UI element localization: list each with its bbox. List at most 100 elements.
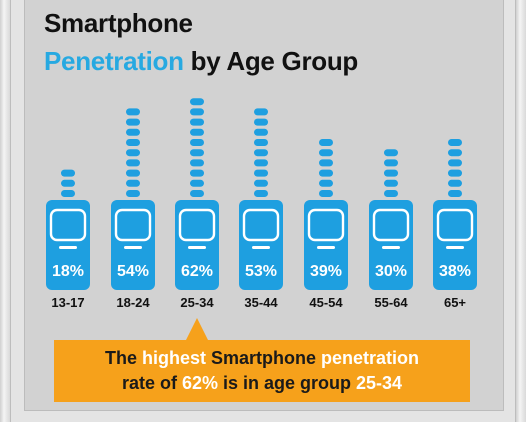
- category-label: 35-44: [244, 295, 278, 310]
- signal-segment: [319, 139, 333, 146]
- phone-screen: [114, 208, 152, 242]
- title-highlight: Penetration: [44, 46, 184, 76]
- callout-line-1-segment: penetration: [321, 348, 420, 368]
- signal-segment: [319, 190, 333, 197]
- signal-segment: [254, 128, 268, 136]
- signal-segment: [448, 179, 462, 187]
- value-label: 39%: [310, 263, 342, 280]
- signal-segment: [384, 179, 398, 187]
- signal-segment: [384, 159, 398, 167]
- signal-segment: [126, 118, 140, 126]
- device-frame-left: [0, 0, 11, 422]
- signal-segment: [126, 179, 140, 187]
- signal-segment: [254, 179, 268, 187]
- signal-segment: [254, 108, 268, 116]
- device-frame-right: [515, 0, 526, 422]
- phone-screen: [372, 208, 410, 242]
- title-rest: by Age Group: [190, 46, 359, 76]
- phone-bar: [175, 200, 219, 290]
- callout-line-2-segment: is in age group: [217, 373, 356, 393]
- signal-segment: [126, 139, 140, 146]
- signal-segment: [61, 179, 75, 187]
- signal-segment: [254, 169, 268, 177]
- phone-screen: [178, 208, 216, 242]
- signal-segment: [61, 169, 75, 177]
- category-label: 18-24: [116, 295, 150, 310]
- signal-segment: [190, 118, 204, 126]
- title-line-1: Smartphone: [44, 8, 193, 38]
- phone-handset: [446, 246, 464, 249]
- phone-handset: [382, 246, 400, 249]
- callout-line-1-segment: highest: [141, 348, 206, 368]
- signal-segment: [190, 128, 204, 136]
- value-label: 53%: [245, 263, 277, 280]
- value-label: 18%: [52, 263, 84, 280]
- signal-segment: [254, 118, 268, 126]
- signal-segment: [190, 98, 204, 106]
- phone-handset: [252, 246, 270, 249]
- signal-segment: [126, 149, 140, 157]
- callout-box: The highest Smartphone penetration rate …: [54, 340, 470, 402]
- signal-segment: [190, 108, 204, 116]
- signal-segment: [448, 190, 462, 197]
- phone-bar: [433, 200, 477, 290]
- signal-segment: [126, 159, 140, 167]
- phone-bar: [46, 200, 90, 290]
- title-line-2: Penetration by Age Group: [44, 46, 358, 77]
- signal-segment: [254, 159, 268, 167]
- signal-segment: [448, 149, 462, 157]
- value-label: 30%: [375, 263, 407, 280]
- signal-segment: [384, 149, 398, 157]
- phone-handset: [124, 246, 142, 249]
- category-label: 25-34: [180, 295, 214, 310]
- signal-segment: [319, 159, 333, 167]
- callout-line-2-segment: rate of: [121, 373, 182, 393]
- phone-screen: [49, 208, 87, 242]
- callout-line-1: The highest Smartphone penetration: [105, 346, 419, 371]
- signal-segment: [448, 139, 462, 146]
- category-label: 65+: [444, 295, 466, 310]
- signal-segment: [319, 149, 333, 157]
- value-label: 62%: [181, 263, 213, 280]
- signal-segment: [448, 169, 462, 177]
- phone-screen: [307, 208, 345, 242]
- phone-bar: [369, 200, 413, 290]
- callout-line-2-segment: 25-34: [356, 373, 403, 393]
- phone-handset: [188, 246, 206, 249]
- signal-segment: [254, 149, 268, 157]
- value-label: 54%: [117, 263, 149, 280]
- value-label: 38%: [439, 263, 471, 280]
- phone-handset: [59, 246, 77, 249]
- callout-line-1-segment: The: [104, 348, 142, 368]
- signal-segment: [190, 190, 204, 197]
- signal-segment: [190, 179, 204, 187]
- signal-segment: [61, 190, 75, 197]
- phone-screen: [436, 208, 474, 242]
- signal-segment: [384, 190, 398, 197]
- signal-segment: [319, 179, 333, 187]
- signal-segment: [126, 190, 140, 197]
- signal-segment: [190, 139, 204, 146]
- signal-segment: [190, 169, 204, 177]
- callout-line-2: rate of 62% is in age group 25-34: [122, 371, 402, 396]
- signal-segment: [384, 169, 398, 177]
- category-label: 13-17: [51, 295, 84, 310]
- callout-pointer: [186, 318, 208, 340]
- signal-segment: [254, 139, 268, 146]
- category-label: 45-54: [309, 295, 343, 310]
- signal-segment: [190, 149, 204, 157]
- phone-handset: [317, 246, 335, 249]
- signal-segment: [254, 190, 268, 197]
- phone-bar: [239, 200, 283, 290]
- phone-bar: [304, 200, 348, 290]
- signal-segment: [126, 169, 140, 177]
- signal-segment: [190, 159, 204, 167]
- signal-segment: [126, 128, 140, 136]
- callout-line-1-segment: Smartphone: [206, 348, 322, 368]
- callout-line-2-segment: 62%: [181, 373, 218, 393]
- phone-screen: [242, 208, 280, 242]
- signal-segment: [448, 159, 462, 167]
- signal-segment: [126, 108, 140, 116]
- category-label: 55-64: [374, 295, 408, 310]
